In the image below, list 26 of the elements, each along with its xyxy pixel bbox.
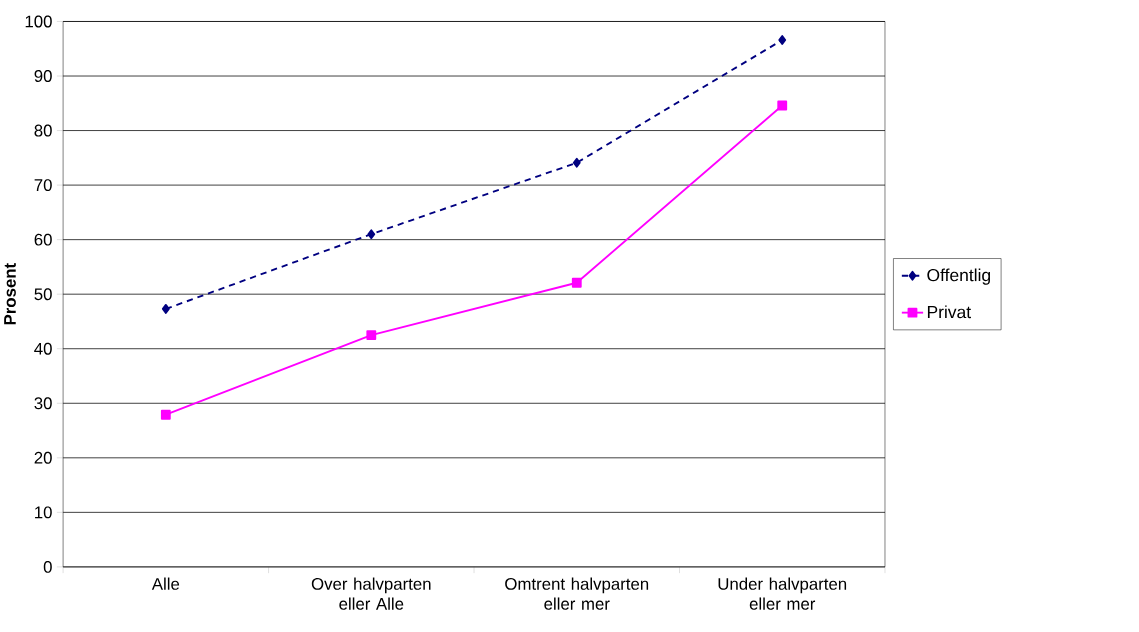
y-tick-label: 0 xyxy=(43,560,52,573)
point xyxy=(777,100,788,111)
legend-label: Offentlig xyxy=(927,268,991,285)
y-tick-label: 40 xyxy=(34,342,52,355)
y-tick-label: 70 xyxy=(34,179,52,191)
point xyxy=(572,157,581,168)
point xyxy=(571,277,582,288)
y-axis-title: Prosent xyxy=(4,262,16,325)
y-tick-label: 90 xyxy=(34,69,52,82)
legend-label: Privat xyxy=(927,305,971,319)
point xyxy=(367,229,376,239)
x-tick-label: Over halvparten eller Alle xyxy=(311,577,431,610)
x-tick-label: Omtrent halvparten eller mer xyxy=(505,577,649,610)
x-tick-label: Under halvparten eller mer xyxy=(718,577,847,610)
x-tick-label: Alle xyxy=(151,577,180,590)
y-tick-label: 100 xyxy=(25,15,52,28)
point xyxy=(778,34,787,45)
y-tick-label: 20 xyxy=(34,451,52,464)
y-tick-label: 10 xyxy=(35,506,52,519)
point xyxy=(366,330,377,340)
point xyxy=(160,409,171,420)
y-tick-label: 60 xyxy=(34,233,52,246)
point xyxy=(161,303,170,314)
y-tick-label: 80 xyxy=(34,124,52,137)
y-tick-label: 50 xyxy=(34,288,52,301)
y-tick-label: 30 xyxy=(34,397,52,410)
